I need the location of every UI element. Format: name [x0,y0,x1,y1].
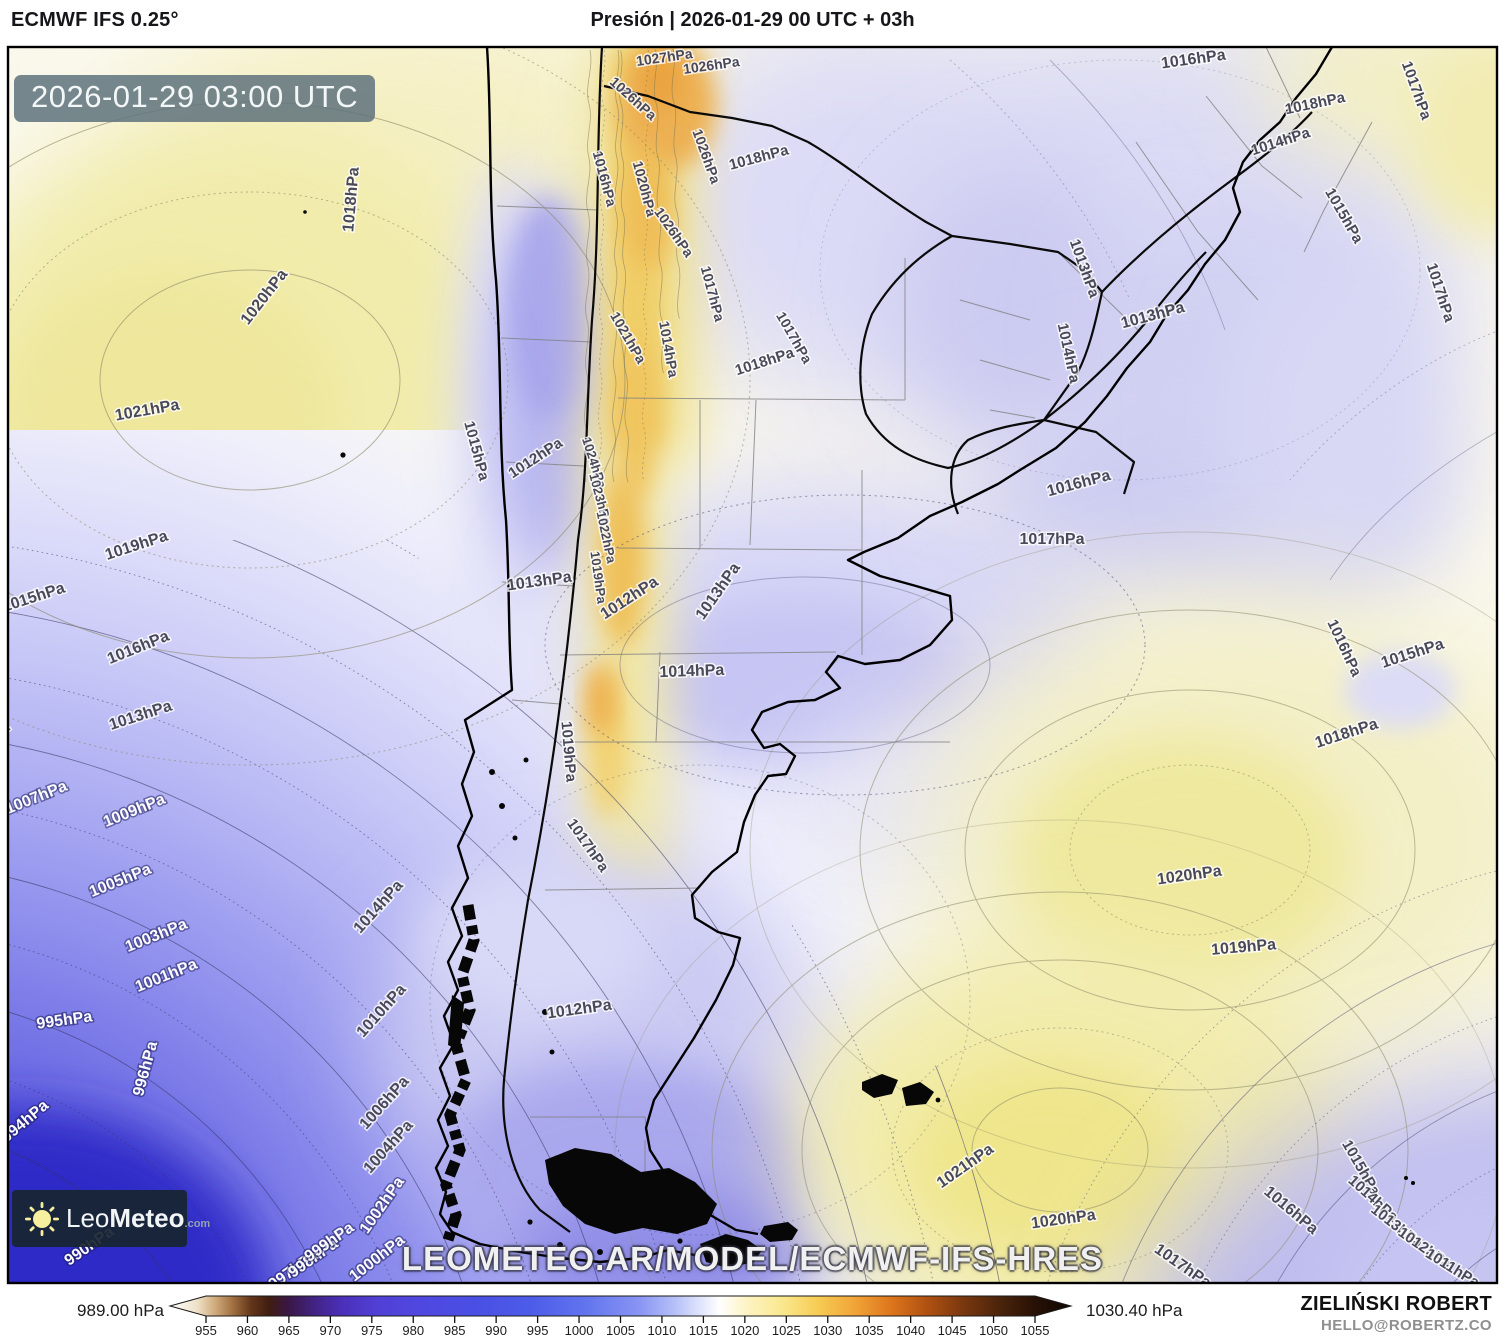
timestamp-badge: 2026-01-29 03:00 UTC [14,75,376,122]
colorbar-gradient-bar [168,1295,1073,1317]
coastline [434,47,1334,1264]
colorbar-tick-label: 1015 [688,1323,718,1338]
map-title: Presión | 2026-01-29 00 UTC + 03h [590,9,915,31]
colorbar-tick-label: 1005 [606,1323,635,1338]
pressure-label: 1026hPa [682,53,741,77]
colorbar-tick-label: 1035 [854,1323,884,1338]
colorbar-tick-labels: 955 960 965 970 975 980 985 990 995 1000 1005 1010 1… [168,1323,1073,1338]
colorbar-tick-label: 1010 [647,1323,677,1338]
credit-name: ZIELIŃSKI ROBERT [1300,1293,1492,1315]
colorbar-tick-label: 1000 [564,1323,594,1338]
colorbar-tick-label: 1025 [771,1323,801,1338]
colorbar-tick-label: 970 [319,1323,342,1338]
colorbar-tick-label: 980 [402,1323,425,1338]
sun-icon [25,1201,59,1236]
map-frame [6,45,1499,1285]
colorbar-max-label: 1030.40 hPa [1086,1301,1183,1320]
colorbar-tick-label: 985 [443,1323,466,1338]
colorbar-min-label: 989.00 hPa [77,1301,164,1320]
colorbar-tick-label: 965 [278,1323,300,1338]
logo-text: LeoMeteo.com [66,1203,211,1233]
leometeo-logo: LeoMeteo.com [12,1190,210,1247]
credit-email: HELLO@ROBERTZ.CO [1320,1317,1492,1334]
pressure-label: 1014hPa [659,662,725,681]
colorbar-ticks [205,1316,1036,1323]
country-borders [502,47,1313,1233]
pressure-label: 1017hPa [1020,531,1085,548]
colorbar-tick-label: 1050 [979,1323,1009,1338]
colorbar-tick-label: 1040 [896,1323,926,1338]
colorbar-tick-label: 1020 [730,1323,760,1338]
colorbar-tick-label: 1030 [813,1323,843,1338]
watermark: LEOMETEO.AR/MODEL/ECMWF-IFS-HRES [401,1240,1104,1277]
colorbar-tick-label: 1045 [937,1323,967,1338]
colorbar-tick-label: 975 [360,1323,383,1338]
land-detail [303,210,1415,1268]
colorbar-tick-label: 995 [526,1323,549,1338]
falkland-islands [862,1074,898,1098]
colorbar-tick-label: 960 [236,1323,259,1338]
colorbar [168,1295,1073,1323]
colorbar-tick-label: 955 [195,1323,217,1338]
province-borders [496,47,1373,1230]
colorbar-tick-label: 1055 [1020,1323,1050,1338]
colorbar-tick-label: 990 [485,1323,507,1338]
model-label: ECMWF IFS 0.25° [11,9,179,31]
